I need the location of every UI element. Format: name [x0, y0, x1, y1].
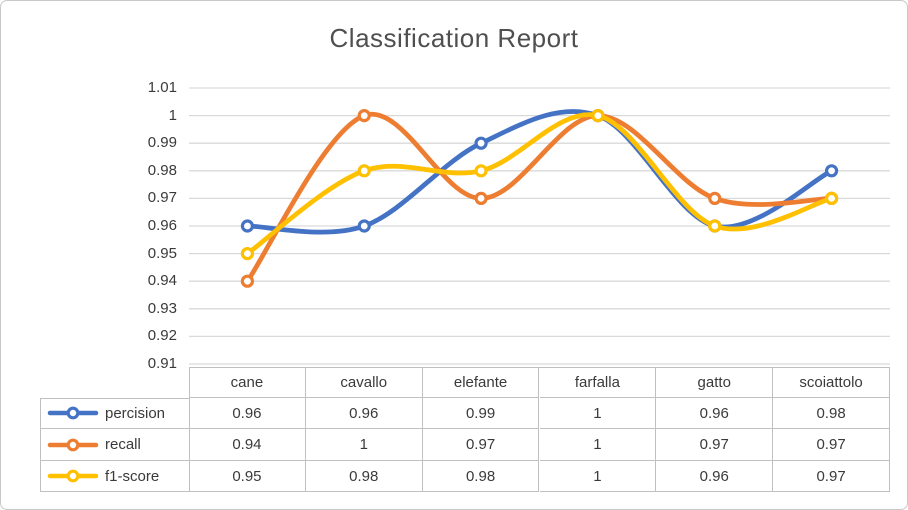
cell-percision-elefante: 0.99: [422, 398, 540, 429]
marker-f1-score-cavallo[interactable]: [357, 164, 371, 178]
series-line-f1-score[interactable]: [245, 112, 834, 256]
series-f1-score: [240, 108, 839, 261]
cell-f1-score-cavallo: 0.98: [305, 461, 423, 492]
marker-recall-cavallo[interactable]: [357, 108, 371, 123]
cell-f1-score-scoiattolo: 0.97: [773, 461, 890, 492]
marker-f1-score-cane[interactable]: [240, 247, 255, 261]
cell-recall-scoiattolo: 0.97: [773, 429, 890, 461]
cell-f1-score-elefante: 0.98: [422, 461, 540, 492]
marker-f1-score-gatto[interactable]: [708, 219, 722, 233]
cell-recall-gatto: 0.97: [656, 429, 774, 461]
cell-f1-score-cane: 0.95: [189, 461, 306, 492]
gridlines: [189, 87, 890, 365]
cell-percision-cavallo: 0.96: [305, 398, 423, 429]
data-table-region: [189, 367, 890, 492]
cell-percision-gatto: 0.96: [656, 398, 774, 429]
cell-percision-farfalla: 1: [539, 398, 657, 429]
marker-f1-score-elefante[interactable]: [474, 164, 488, 178]
marker-percision-scoiattolo[interactable]: [824, 164, 839, 178]
legend-swatch-f1-score: [47, 469, 99, 483]
legend-swatch-recall: [47, 438, 99, 451]
legend-key-recall: recall: [40, 429, 189, 461]
cell-f1-score-gatto: 0.96: [656, 461, 774, 492]
table-header-gatto: gatto: [656, 367, 774, 398]
marker-f1-score-scoiattolo[interactable]: [824, 191, 839, 205]
series-line-recall[interactable]: [245, 111, 834, 284]
y-tick-label-0.97: 0.97: [147, 189, 177, 207]
marker-percision-cane[interactable]: [240, 219, 255, 233]
y-tick-label-0.91: 0.91: [147, 355, 177, 372]
legend-key-f1-score: f1-score: [40, 461, 189, 492]
y-tick-label-0.92: 0.92: [147, 327, 177, 345]
marker-recall-elefante[interactable]: [474, 191, 488, 205]
chart-title[interactable]: Classification Report: [329, 23, 579, 53]
marker-f1-score-farfalla[interactable]: [591, 108, 605, 123]
cell-recall-elefante: 0.97: [422, 429, 540, 461]
table-header-elefante: elefante: [422, 367, 540, 398]
table-header-farfalla: farfalla: [539, 367, 657, 398]
legend-swatch-percision: [47, 406, 99, 420]
cell-recall-cavallo: 1: [305, 429, 423, 461]
marker-recall-cane[interactable]: [240, 274, 255, 288]
cell-recall-cane: 0.94: [189, 429, 306, 461]
cell-f1-score-farfalla: 1: [539, 461, 657, 492]
y-tick-label-1: 1: [168, 106, 177, 124]
table-header-scoiattolo: scoiattolo: [773, 367, 890, 398]
y-tick-label-0.94: 0.94: [147, 272, 177, 290]
y-tick-label-1.01: 1.01: [147, 79, 177, 96]
y-tick-label-0.96: 0.96: [147, 217, 177, 234]
legend-label-percision: percision: [105, 404, 166, 422]
cell-percision-cane: 0.96: [189, 398, 306, 429]
marker-percision-cavallo[interactable]: [357, 219, 371, 233]
legend-label-recall: recall: [105, 435, 141, 453]
legend-label-f1-score: f1-score: [105, 467, 160, 485]
y-tick-label-0.98: 0.98: [147, 161, 177, 179]
y-tick-label-0.93: 0.93: [147, 299, 177, 317]
series-line-percision[interactable]: [245, 109, 834, 235]
marker-recall-gatto[interactable]: [708, 191, 722, 205]
y-tick-label-0.95: 0.95: [147, 244, 177, 262]
cell-percision-scoiattolo: 0.98: [773, 398, 890, 429]
legend-key-percision: percision: [40, 398, 189, 429]
table-header-cavallo: cavallo: [305, 367, 423, 398]
cell-recall-farfalla: 1: [539, 429, 657, 461]
legend-region: [40, 398, 189, 492]
marker-percision-elefante[interactable]: [474, 136, 488, 150]
table-header-cane: cane: [189, 367, 306, 398]
y-tick-label-0.99: 0.99: [147, 134, 177, 152]
